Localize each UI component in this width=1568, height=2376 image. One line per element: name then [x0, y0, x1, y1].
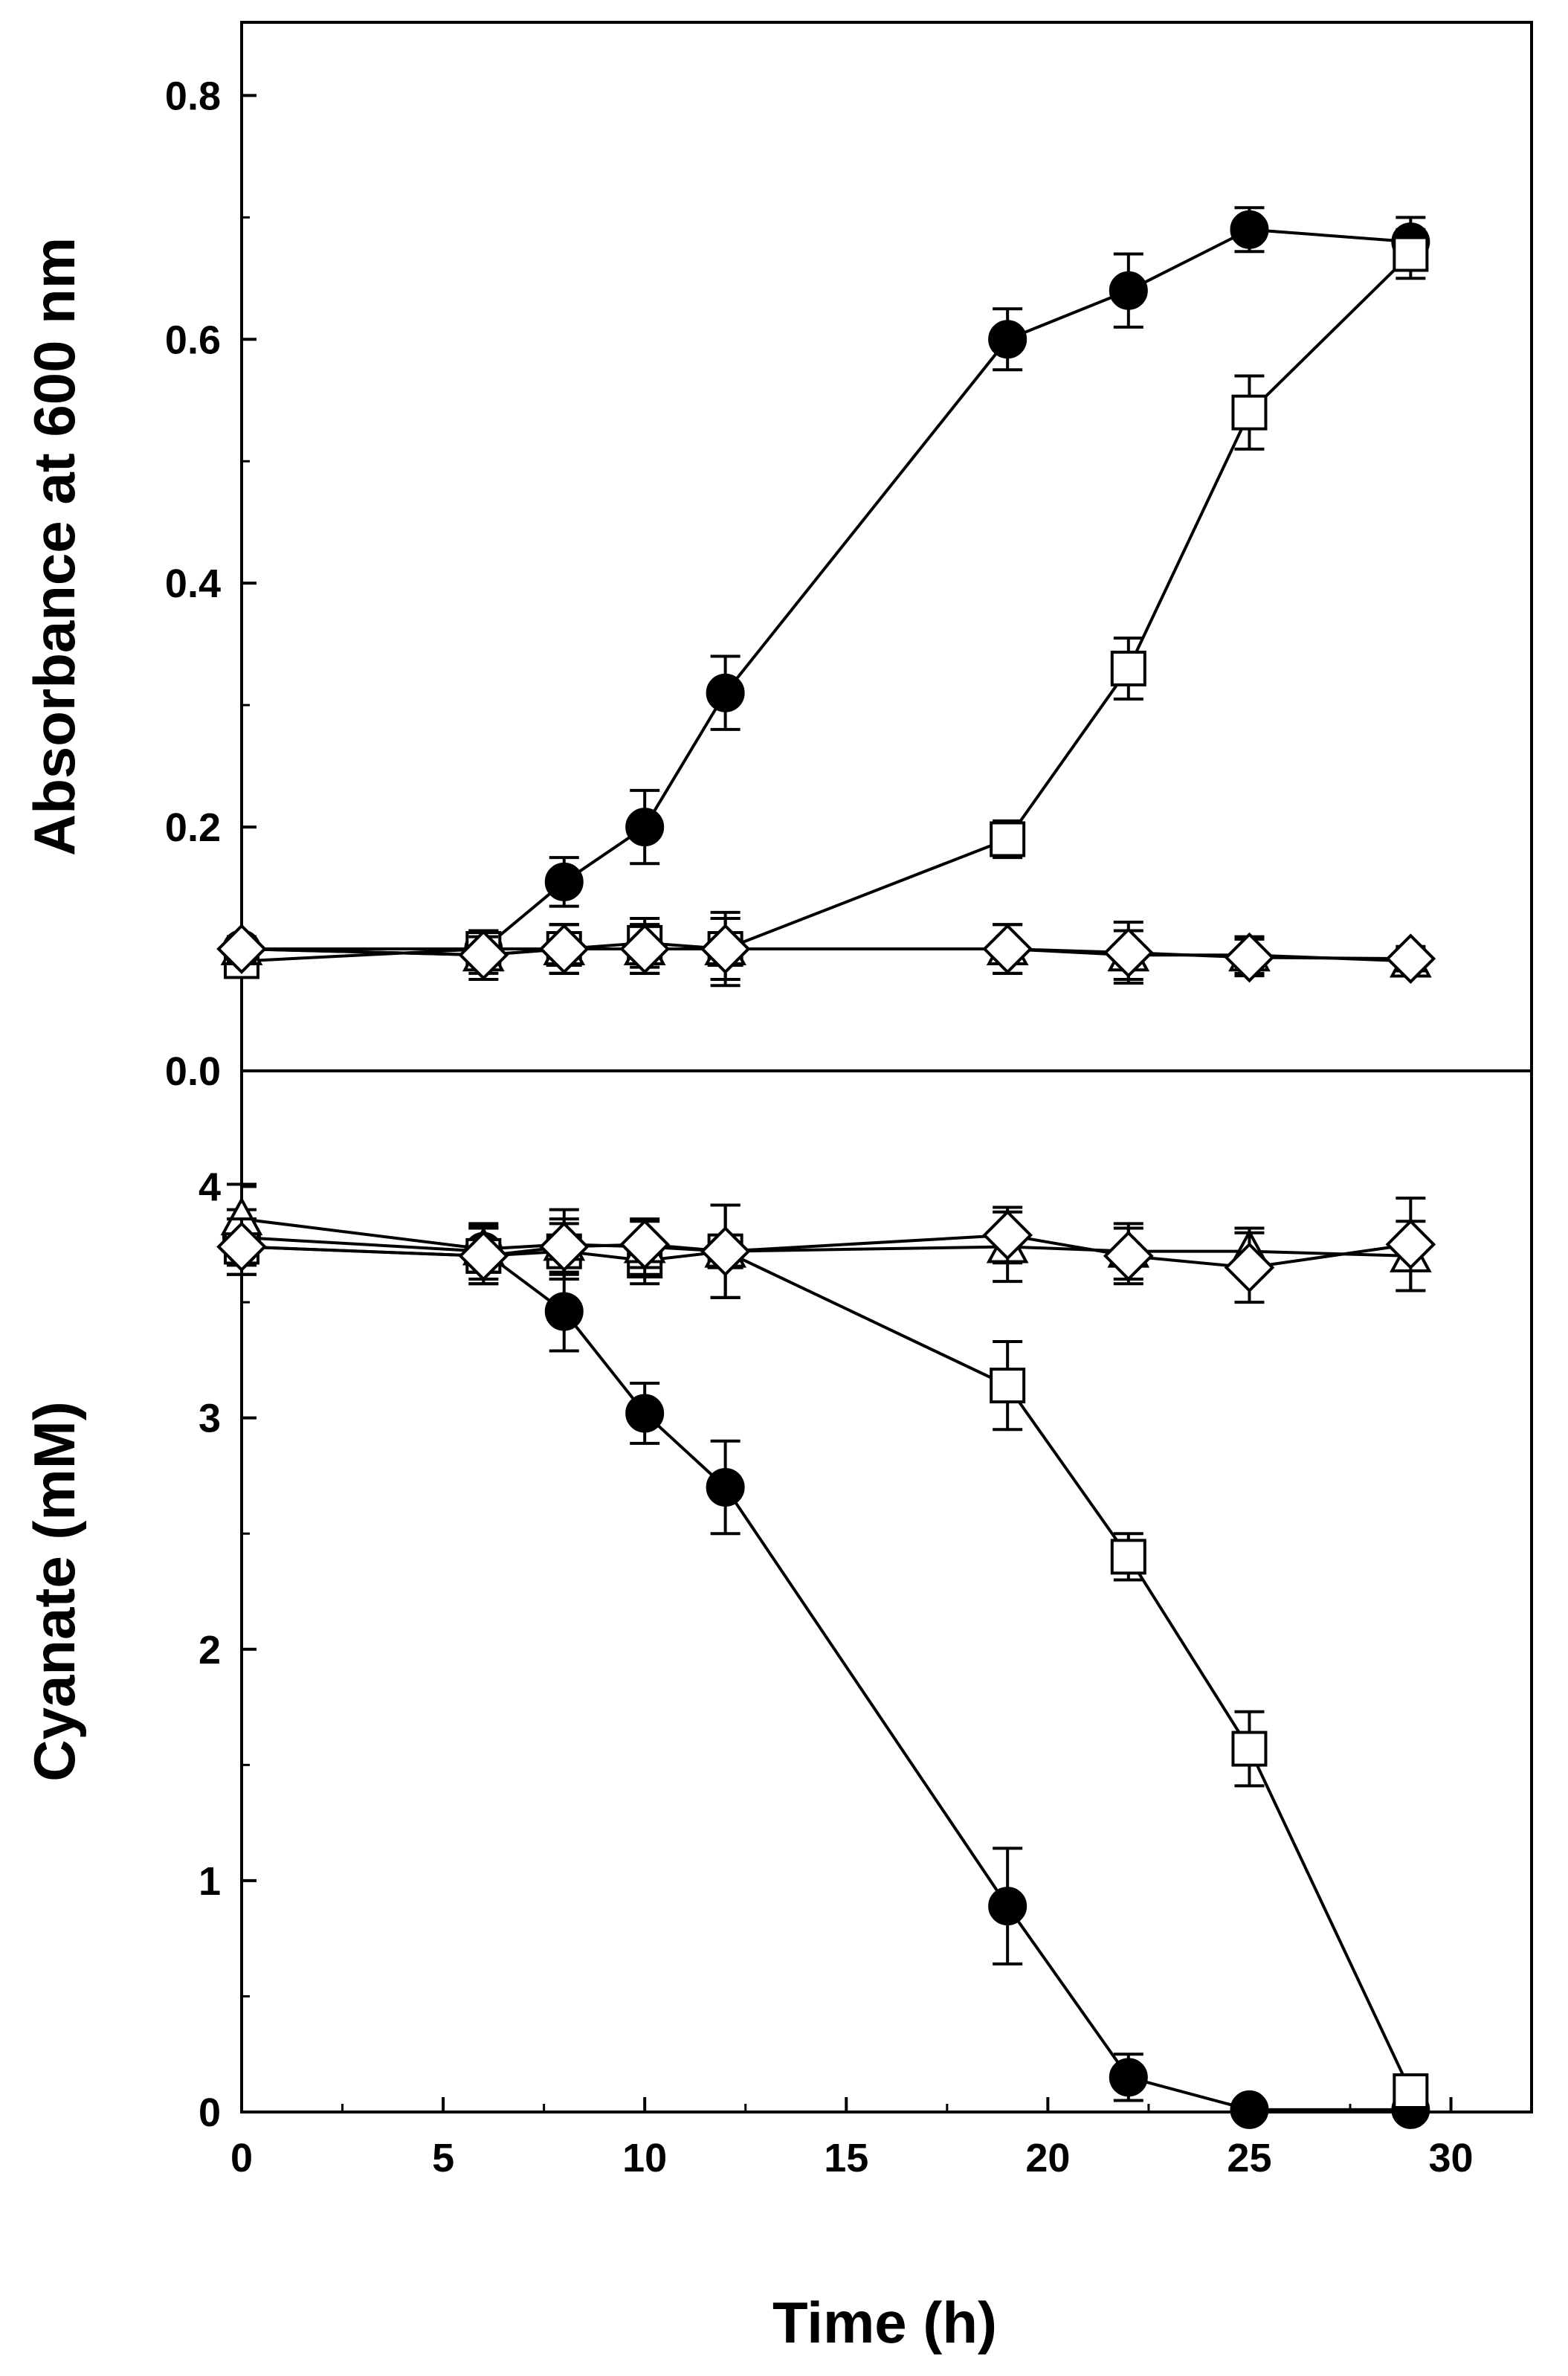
cyanate-y-axis-title: Cyanate (mM) — [22, 1401, 87, 1781]
absorbance-y-tick-label: 0.4 — [165, 561, 221, 606]
absorbance-point-diamond — [700, 924, 751, 974]
absorbance-series — [216, 206, 1436, 988]
absorbance-point-square — [1110, 650, 1146, 686]
absorbance-point-diamond — [1385, 933, 1436, 984]
absorbance-point-square — [990, 821, 1026, 857]
time-x-tick-label: 15 — [824, 2136, 868, 2180]
time-x-tick-label: 10 — [622, 2136, 667, 2180]
absorbance-series-open-diamond — [216, 910, 1436, 988]
cyanate-series-filled-circle — [222, 1208, 1430, 2129]
absorbance-point-diamond — [619, 924, 671, 974]
cyanate-y-tick-label: 2 — [199, 1628, 221, 1672]
absorbance-y-tick-label: 0.8 — [165, 74, 221, 118]
cyanate-point-diamond — [1385, 1219, 1436, 1270]
cyanate-series — [216, 1182, 1436, 2129]
absorbance-y-tick-label: 0.6 — [165, 318, 221, 362]
absorbance-y-axis-title: Absorbance at 600 nm — [22, 237, 87, 856]
absorbance-point-square — [1231, 394, 1268, 431]
time-x-ticks: 0 5 10 15 20 25 30 — [230, 2097, 1474, 2180]
cyanate-point-square — [990, 1368, 1026, 1404]
cyanate-point-diamond — [216, 1221, 267, 1272]
absorbance-point-diamond — [982, 924, 1033, 974]
absorbance-point-circle — [988, 320, 1027, 359]
cyanate-y-tick-label: 1 — [199, 1859, 221, 1904]
cyanate-point-diamond — [458, 1231, 509, 1281]
absorbance-point-circle — [706, 673, 745, 712]
cyanate-y-tick-label: 3 — [199, 1397, 221, 1441]
absorbance-series-line — [241, 253, 1412, 963]
cyanate-point-diamond — [700, 1226, 751, 1277]
absorbance-point-circle — [1109, 271, 1148, 310]
cyanate-point-diamond — [1103, 1231, 1154, 1281]
cyanate-point-square — [1110, 1539, 1146, 1575]
absorbance-series-filled-circle — [222, 206, 1430, 969]
cyanate-series-open-square — [224, 1203, 1429, 2109]
absorbance-y-tick-label: 0.2 — [165, 805, 221, 850]
absorbance-plot-frame — [240, 21, 1533, 1072]
cyanate-point-circle — [988, 1887, 1027, 1926]
time-x-axis-title: Time (h) — [772, 2290, 997, 2355]
absorbance-series-open-square — [224, 228, 1429, 982]
cyanate-series-open-diamond — [216, 1197, 1436, 1304]
absorbance-y-tick-label: 0.0 — [165, 1049, 221, 1094]
absorbance-point-square — [1393, 236, 1429, 272]
cyanate-y-ticks: 0 1 2 3 4 — [199, 1165, 257, 2135]
absorbance-series-line — [242, 228, 1411, 951]
absorbance-panel: 0.0 0.2 0.4 0.6 0.8 Absorbance at 600 nm — [22, 21, 1533, 1094]
cyanate-point-diamond — [1224, 1242, 1275, 1293]
absorbance-point-diamond — [538, 924, 590, 974]
absorbance-point-circle — [1230, 210, 1269, 249]
time-x-tick-label: 5 — [432, 2136, 454, 2180]
cyanate-point-circle — [1109, 2058, 1148, 2097]
absorbance-y-ticks: 0.0 0.2 0.4 0.6 0.8 — [165, 74, 257, 1094]
cyanate-series-line — [241, 1236, 1411, 2111]
time-x-tick-label: 20 — [1025, 2136, 1070, 2180]
cyanate-series-line — [241, 1217, 1411, 1258]
cyanate-point-square — [1231, 1731, 1268, 1767]
time-x-tick-label: 30 — [1429, 2136, 1474, 2180]
time-x-tick-label: 0 — [230, 2136, 253, 2180]
cyanate-plot-frame — [240, 1069, 1533, 2113]
absorbance-point-diamond — [458, 930, 509, 981]
cyanate-point-diamond — [982, 1210, 1033, 1261]
absorbance-point-diamond — [1103, 927, 1154, 978]
absorbance-point-circle — [625, 808, 665, 847]
absorbance-point-circle — [544, 862, 584, 901]
cyanate-y-tick-label: 4 — [199, 1165, 221, 1210]
cyanate-point-diamond — [538, 1221, 590, 1272]
cyanate-panel: 0 1 2 3 4 Cyanate (mM) — [22, 1069, 1533, 2135]
cyanate-point-diamond — [619, 1219, 671, 1270]
time-x-tick-label: 25 — [1227, 2136, 1271, 2180]
cyanate-y-tick-label: 0 — [199, 2090, 221, 2135]
cyanate-point-circle — [706, 1468, 745, 1507]
absorbance-point-diamond — [216, 924, 267, 974]
cyanate-point-square — [1393, 2073, 1429, 2109]
cyanate-point-circle — [625, 1394, 665, 1433]
cyanate-point-circle — [544, 1292, 584, 1331]
cyanate-series-line — [241, 1245, 1413, 2092]
absorbance-point-diamond — [1224, 932, 1275, 983]
